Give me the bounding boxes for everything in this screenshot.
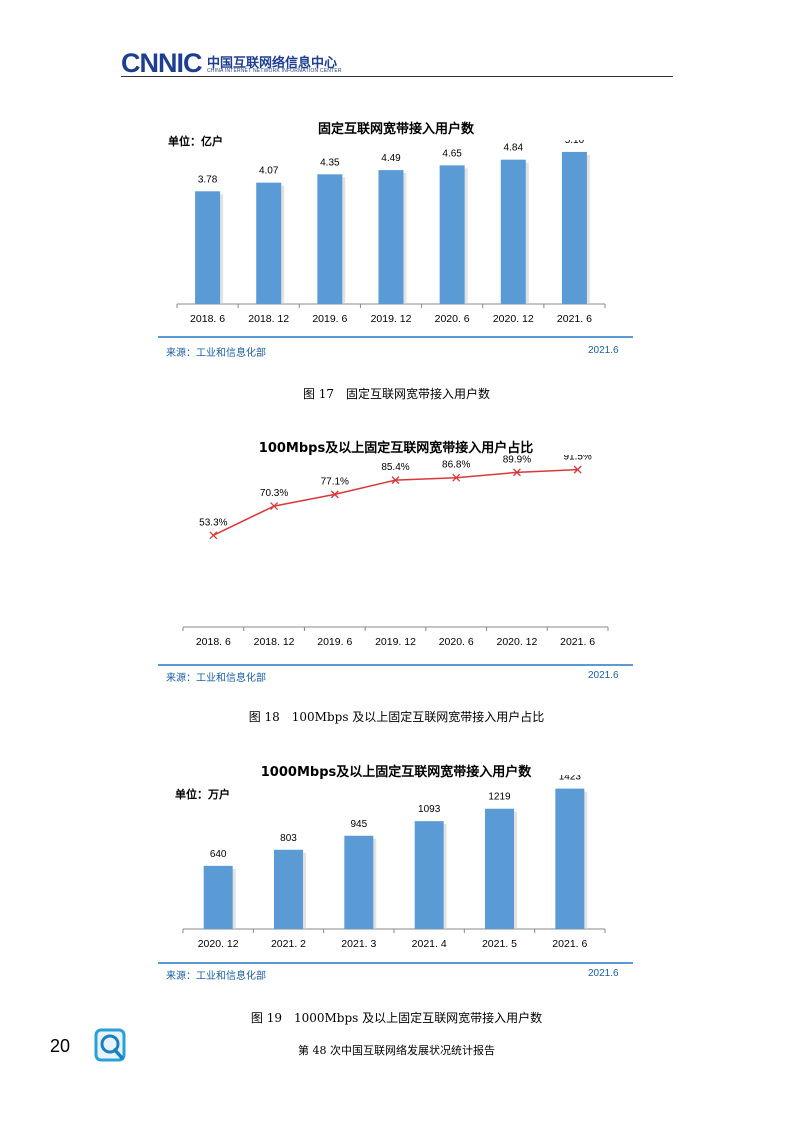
chart3-bar	[485, 808, 514, 929]
chart3-source: 来源：工业和信息化部	[166, 971, 266, 982]
chart1-plot: 3.78 2018. 6 4.07 2018. 12 4.35 2019. 6 4.49 20…	[176, 140, 606, 325]
chart2-x-tick-label: 2020. 12	[496, 636, 537, 648]
chart3-x-tick-label: 2021. 4	[412, 938, 447, 950]
chart2-x-tick-label: 2019. 12	[375, 636, 416, 648]
chart3-bar	[414, 821, 444, 929]
chart3-date: 2021.6	[588, 968, 619, 979]
chart3-x-tick-label: 2021. 6	[552, 938, 587, 950]
chart2-point-marker	[330, 490, 339, 499]
chart2-x-tick-label: 2018. 12	[254, 636, 295, 648]
chart2-plot: 53.3% 2018. 6 70.3% 2018. 12 77.1% 2019. 6 85.…	[182, 455, 609, 648]
chart2-x-tick-label: 2020. 6	[439, 636, 474, 648]
chart3-data-label: 945	[350, 819, 367, 830]
chart1-x-tick-label: 2018. 12	[248, 313, 289, 325]
org-name-en: CHINA INTERNET NETWORK INFORMATION CENTE…	[207, 68, 342, 74]
chart3-unit: 单位：万户	[175, 788, 230, 801]
chart3-x-tick-label: 2020. 12	[198, 938, 239, 950]
chart2-point-marker	[573, 465, 582, 474]
chart1-data-label: 4.65	[442, 148, 462, 159]
chart2-data-label: 86.8%	[442, 460, 470, 471]
chart1-data-label: 5.10	[565, 140, 585, 146]
chart1-unit: 单位：亿户	[168, 135, 223, 148]
chart2-x-tick-label: 2021. 6	[560, 636, 595, 648]
chart1-x-tick-label: 2020. 6	[435, 313, 470, 325]
chart1-x-tick-label: 2020. 12	[493, 313, 534, 325]
chart1-source: 来源：工业和信息化部	[166, 348, 266, 359]
figure19-caption: 图 19 1000Mbps 及以上固定互联网宽带接入用户数	[250, 1011, 543, 1025]
chart2-data-label: 91.5%	[563, 455, 591, 463]
chart1-x-tick-label: 2021. 6	[557, 313, 592, 325]
chart3-x-tick-label: 2021. 2	[271, 938, 306, 950]
chart2-data-label: 89.9%	[503, 455, 531, 465]
chart1-bar	[439, 165, 465, 304]
chart3-plot: 640 2020. 12 803 2021. 2 945 2021. 3 1093 2021.…	[182, 775, 606, 950]
chart1-data-label: 4.84	[504, 143, 524, 154]
chart1-bar	[195, 191, 221, 304]
org-name-cn: 中国互联网络信息中心	[207, 56, 338, 71]
chart3-data-label: 1219	[488, 792, 511, 803]
page-number: 20	[50, 1036, 71, 1056]
chart2-x-tick-label: 2019. 6	[317, 636, 352, 648]
chart3-data-label: 640	[210, 849, 227, 860]
chart2-point-marker	[270, 502, 279, 511]
chart1-data-label: 3.78	[198, 174, 218, 185]
chart2-point-marker	[512, 468, 521, 477]
chart1-x-tick-label: 2018. 6	[190, 313, 225, 325]
header-rule	[121, 76, 673, 77]
chart3-x-tick-label: 2021. 5	[482, 938, 517, 950]
chart3-bar	[344, 835, 374, 929]
chart2-data-label: 77.1%	[321, 476, 349, 487]
chart1-title: 固定互联网宽带接入用户数	[317, 122, 474, 137]
chart1-bar	[256, 182, 282, 304]
chart2-title: 100Mbps及以上固定互联网宽带接入用户占比	[258, 441, 534, 456]
chart3-data-label: 1423	[559, 775, 582, 783]
chart2-data-label: 53.3%	[199, 517, 227, 528]
chart2-point-marker	[391, 476, 400, 485]
chart1-x-tick-label: 2019. 6	[312, 313, 347, 325]
chart1-source-rule	[158, 336, 633, 338]
chart3-title: 1000Mbps及以上固定互联网宽带接入用户数	[260, 765, 532, 780]
figure17-caption: 图 17 固定互联网宽带接入用户数	[302, 387, 491, 401]
chart3-source-rule	[158, 962, 633, 964]
magnifier-logo-icon	[94, 1028, 126, 1062]
chart3-data-label: 803	[280, 833, 297, 844]
chart3-x-tick-label: 2021. 3	[341, 938, 376, 950]
chart3-data-label: 1093	[418, 804, 441, 815]
chart2-data-label: 85.4%	[381, 462, 409, 473]
chart2-date: 2021.6	[588, 670, 619, 681]
figure18-caption: 图 18 100Mbps 及以上固定互联网宽带接入用户占比	[248, 710, 545, 724]
chart2-x-tick-label: 2018. 6	[196, 636, 231, 648]
chart1-data-label: 4.07	[259, 166, 279, 177]
chart1-x-tick-label: 2019. 12	[371, 313, 412, 325]
report-title: 第 48 次中国互联网络发展状况统计报告	[298, 1044, 495, 1057]
chart3-bar	[555, 788, 585, 929]
chart1-bar	[378, 170, 404, 304]
chart1-bar	[500, 159, 526, 304]
chart1-data-label: 4.35	[320, 157, 340, 168]
chart1-data-label: 4.49	[381, 153, 401, 164]
chart2-point-marker	[209, 531, 218, 540]
cnnic-logo: CNNIC	[121, 48, 202, 78]
chart1-bar	[317, 174, 343, 304]
chart1-date: 2021.6	[588, 345, 619, 356]
chart3-bar	[203, 865, 233, 929]
chart2-point-marker	[452, 473, 461, 482]
chart2-data-label: 70.3%	[260, 488, 288, 499]
chart1-bar	[561, 151, 587, 304]
chart3-bar	[274, 849, 303, 929]
chart2-source-rule	[158, 664, 633, 666]
chart2-source: 来源：工业和信息化部	[166, 673, 266, 684]
